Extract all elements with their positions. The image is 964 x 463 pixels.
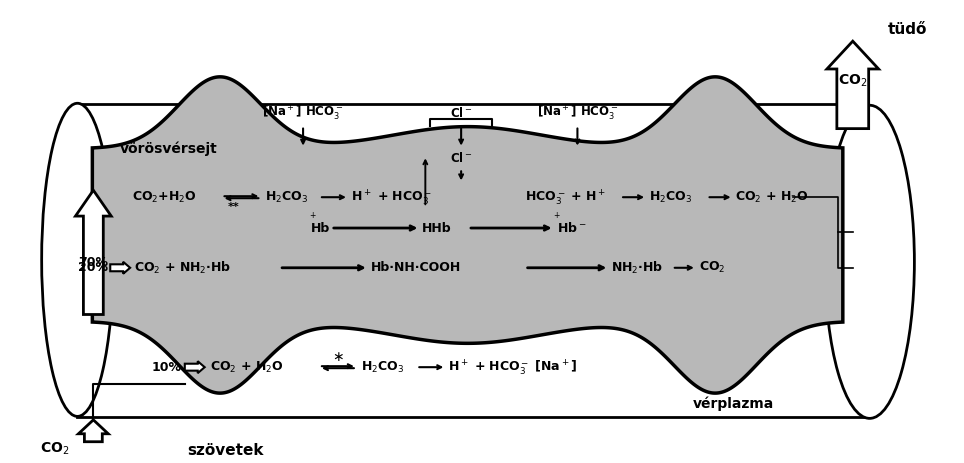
Text: Cl$^-$: Cl$^-$ [450,106,472,120]
Ellipse shape [825,105,915,419]
Text: $\ast$: $\ast$ [332,350,344,364]
Text: H$^+$ + HCO$_3^-$ [Na$^+$]: H$^+$ + HCO$_3^-$ [Na$^+$] [448,358,577,376]
Text: H$_2$CO$_3$: H$_2$CO$_3$ [649,190,692,205]
Ellipse shape [41,103,113,416]
Text: H$_2$CO$_3$: H$_2$CO$_3$ [361,360,404,375]
Text: Hb: Hb [311,221,331,235]
Text: CO$_2$: CO$_2$ [40,440,69,457]
Text: CO$_2$: CO$_2$ [838,73,868,89]
FancyArrow shape [75,190,111,314]
Text: CO$_2$ + H$_2$O: CO$_2$ + H$_2$O [736,190,809,205]
FancyArrow shape [78,420,108,442]
Text: CO$_2$ + H$_2$O: CO$_2$ + H$_2$O [209,360,283,375]
Text: CO$_2$+H$_2$O: CO$_2$+H$_2$O [132,190,197,205]
Text: [Na$^+$] HCO$_3^-$: [Na$^+$] HCO$_3^-$ [262,103,344,122]
Text: CO$_2$: CO$_2$ [699,260,725,275]
Text: Hb·NH·COOH: Hb·NH·COOH [371,261,461,274]
Text: $^+$: $^+$ [552,211,561,221]
Text: H$^+$ + HCO$_3^-$: H$^+$ + HCO$_3^-$ [351,188,432,206]
Text: 20%: 20% [78,261,108,274]
Text: vörösvérsejt: vörösvérsejt [120,141,218,156]
Text: tüdő: tüdő [888,22,927,37]
Text: $^+$: $^+$ [308,211,317,221]
Text: szövetek: szövetek [187,443,263,458]
Text: [Na$^+$] HCO$_3^-$: [Na$^+$] HCO$_3^-$ [537,103,618,122]
Text: CO$_2$ + NH$_2$·Hb: CO$_2$ + NH$_2$·Hb [134,260,231,276]
Text: 70%: 70% [78,257,108,269]
Text: Cl$^-$: Cl$^-$ [450,151,472,165]
Text: 10%: 10% [152,361,182,374]
FancyArrow shape [110,262,130,274]
FancyArrow shape [827,41,878,129]
Polygon shape [93,77,843,393]
Text: HHb: HHb [422,221,452,235]
Text: Hb$^-$: Hb$^-$ [556,221,586,235]
Text: H$_2$CO$_3$: H$_2$CO$_3$ [265,190,308,205]
Text: HCO$_3^-$ + H$^+$: HCO$_3^-$ + H$^+$ [524,188,606,206]
Text: **: ** [228,202,239,212]
Text: NH$_2$·Hb: NH$_2$·Hb [611,260,663,276]
FancyArrow shape [185,361,204,373]
Text: vérplazma: vérplazma [693,397,774,411]
